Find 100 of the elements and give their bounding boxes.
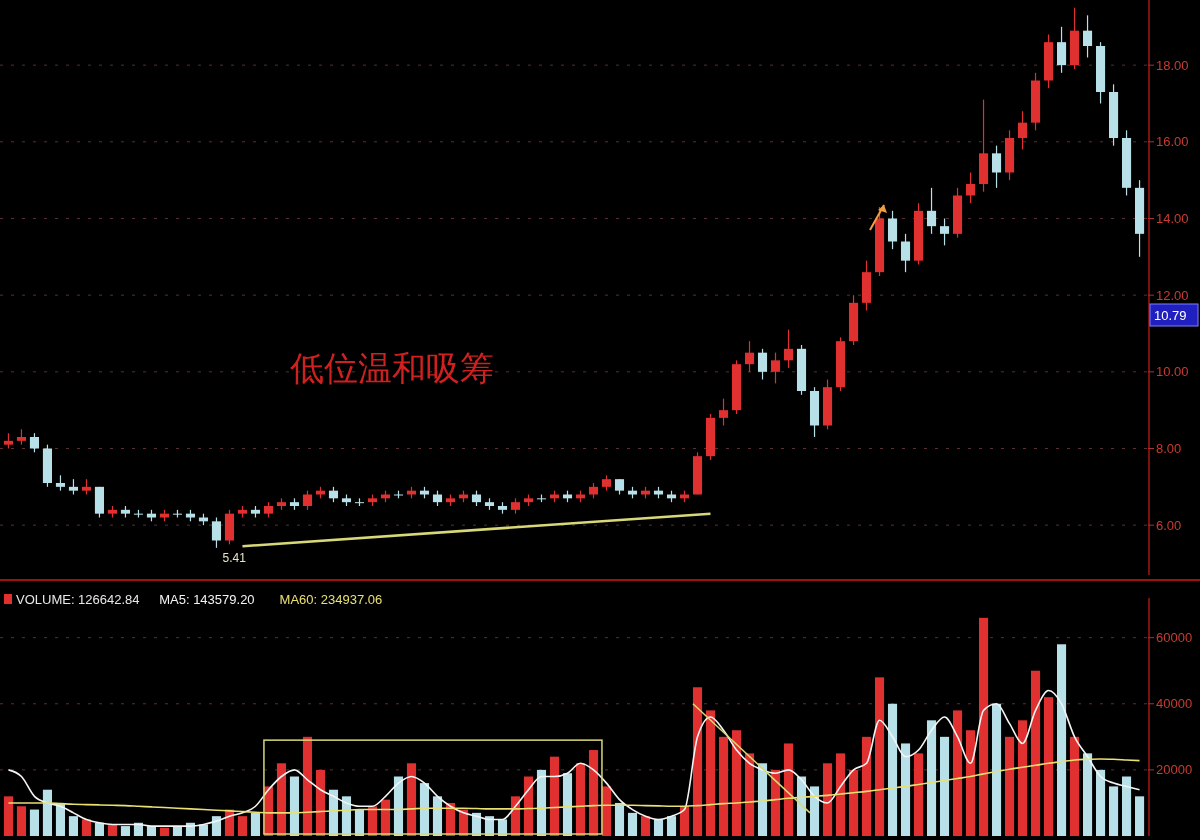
- bar: [1069, 736, 1080, 836]
- bar: [627, 812, 638, 836]
- bar: [848, 769, 859, 836]
- bar: [289, 776, 300, 836]
- annotation: 低位温和吸筹: [290, 348, 494, 388]
- bar: [1004, 736, 1015, 836]
- bar: [640, 816, 651, 836]
- candlestick: [1056, 26, 1067, 74]
- annotation: 5.41: [222, 550, 247, 565]
- candlestick: [29, 432, 39, 453]
- candlestick: [926, 187, 937, 235]
- y-tick-label: 40000: [1156, 696, 1193, 712]
- bar: [354, 809, 365, 836]
- bar: [1082, 753, 1093, 836]
- candlestick: [991, 145, 1002, 189]
- bar: [822, 763, 833, 836]
- bar: [16, 806, 26, 836]
- candlestick: [302, 490, 313, 511]
- candlestick: [939, 217, 950, 246]
- bar: [120, 826, 131, 836]
- bar: [952, 710, 963, 836]
- legend-label: VOLUME: 126642.84: [16, 592, 140, 607]
- bar: [536, 769, 547, 836]
- y-tick-label: 60000: [1156, 630, 1193, 646]
- y-tick-label: 12.00: [1156, 287, 1189, 303]
- y-tick-label: 16.00: [1156, 134, 1189, 150]
- candlestick: [744, 340, 755, 373]
- bar: [926, 720, 937, 836]
- candlestick: [770, 352, 781, 384]
- bar: [692, 687, 703, 836]
- bar: [718, 736, 729, 836]
- bar: [198, 824, 209, 836]
- text: 10.79: [1154, 307, 1187, 323]
- bar: [783, 743, 794, 836]
- y-tick-label: 6.00: [1156, 517, 1182, 533]
- bar: [562, 773, 573, 836]
- bar: [1096, 769, 1106, 836]
- bar: [172, 826, 183, 836]
- bar: [614, 802, 625, 836]
- bar: [874, 677, 885, 836]
- candlestick: [900, 233, 911, 273]
- candlestick: [1082, 14, 1093, 59]
- bar: [575, 763, 586, 836]
- bar: [1030, 670, 1041, 836]
- bar: [861, 736, 872, 836]
- bar: [237, 816, 248, 836]
- bar: [302, 736, 313, 836]
- bar: [588, 750, 599, 836]
- y-tick-label: 20000: [1156, 762, 1193, 778]
- bar: [744, 753, 755, 836]
- bar: [835, 753, 846, 836]
- text: MA60: 234937.06: [279, 592, 383, 607]
- bar: [81, 819, 92, 836]
- bar: [211, 816, 222, 836]
- bar: [393, 776, 404, 836]
- bar: [991, 703, 1002, 836]
- bar: [1056, 644, 1067, 836]
- y-tick-label: 18.00: [1156, 57, 1189, 73]
- candlestick: [783, 329, 794, 369]
- candlestick: [887, 210, 898, 250]
- bar: [705, 710, 716, 836]
- y-tick-label: 8.00: [1156, 441, 1182, 457]
- candlestick: [211, 516, 222, 549]
- candlestick: [965, 171, 976, 204]
- bar: [887, 703, 898, 836]
- bar: [666, 816, 677, 836]
- y-tick-label: 10.00: [1156, 364, 1189, 380]
- bar: [406, 763, 417, 836]
- bar: [978, 617, 989, 836]
- bar: [731, 730, 742, 836]
- bar: [1043, 697, 1054, 836]
- bar: [159, 827, 170, 836]
- bar: [549, 756, 560, 836]
- bar: [146, 826, 157, 836]
- line-series: [7, 689, 1141, 827]
- bar: [3, 796, 13, 836]
- candlestick: [718, 398, 729, 427]
- bar: [42, 789, 52, 836]
- bar: [107, 824, 118, 836]
- candlestick: [1017, 110, 1028, 151]
- bar: [679, 806, 690, 836]
- bar: [250, 812, 261, 836]
- bar: [1017, 720, 1028, 836]
- bar: [913, 753, 924, 836]
- bar: [757, 763, 768, 836]
- bar: [1109, 786, 1119, 836]
- bar: [276, 763, 287, 836]
- bar: [900, 743, 911, 836]
- bar: [653, 819, 664, 836]
- text: MA5: 143579.20: [159, 592, 255, 607]
- bar: [68, 816, 79, 836]
- bar: [29, 809, 39, 836]
- line-series: [7, 758, 1141, 814]
- bar: [94, 822, 105, 836]
- bar: [1122, 776, 1132, 836]
- bar: [770, 769, 781, 836]
- bar: [939, 736, 950, 836]
- bar: [55, 802, 66, 836]
- y-tick-label: 14.00: [1156, 211, 1189, 227]
- bar: [965, 730, 976, 836]
